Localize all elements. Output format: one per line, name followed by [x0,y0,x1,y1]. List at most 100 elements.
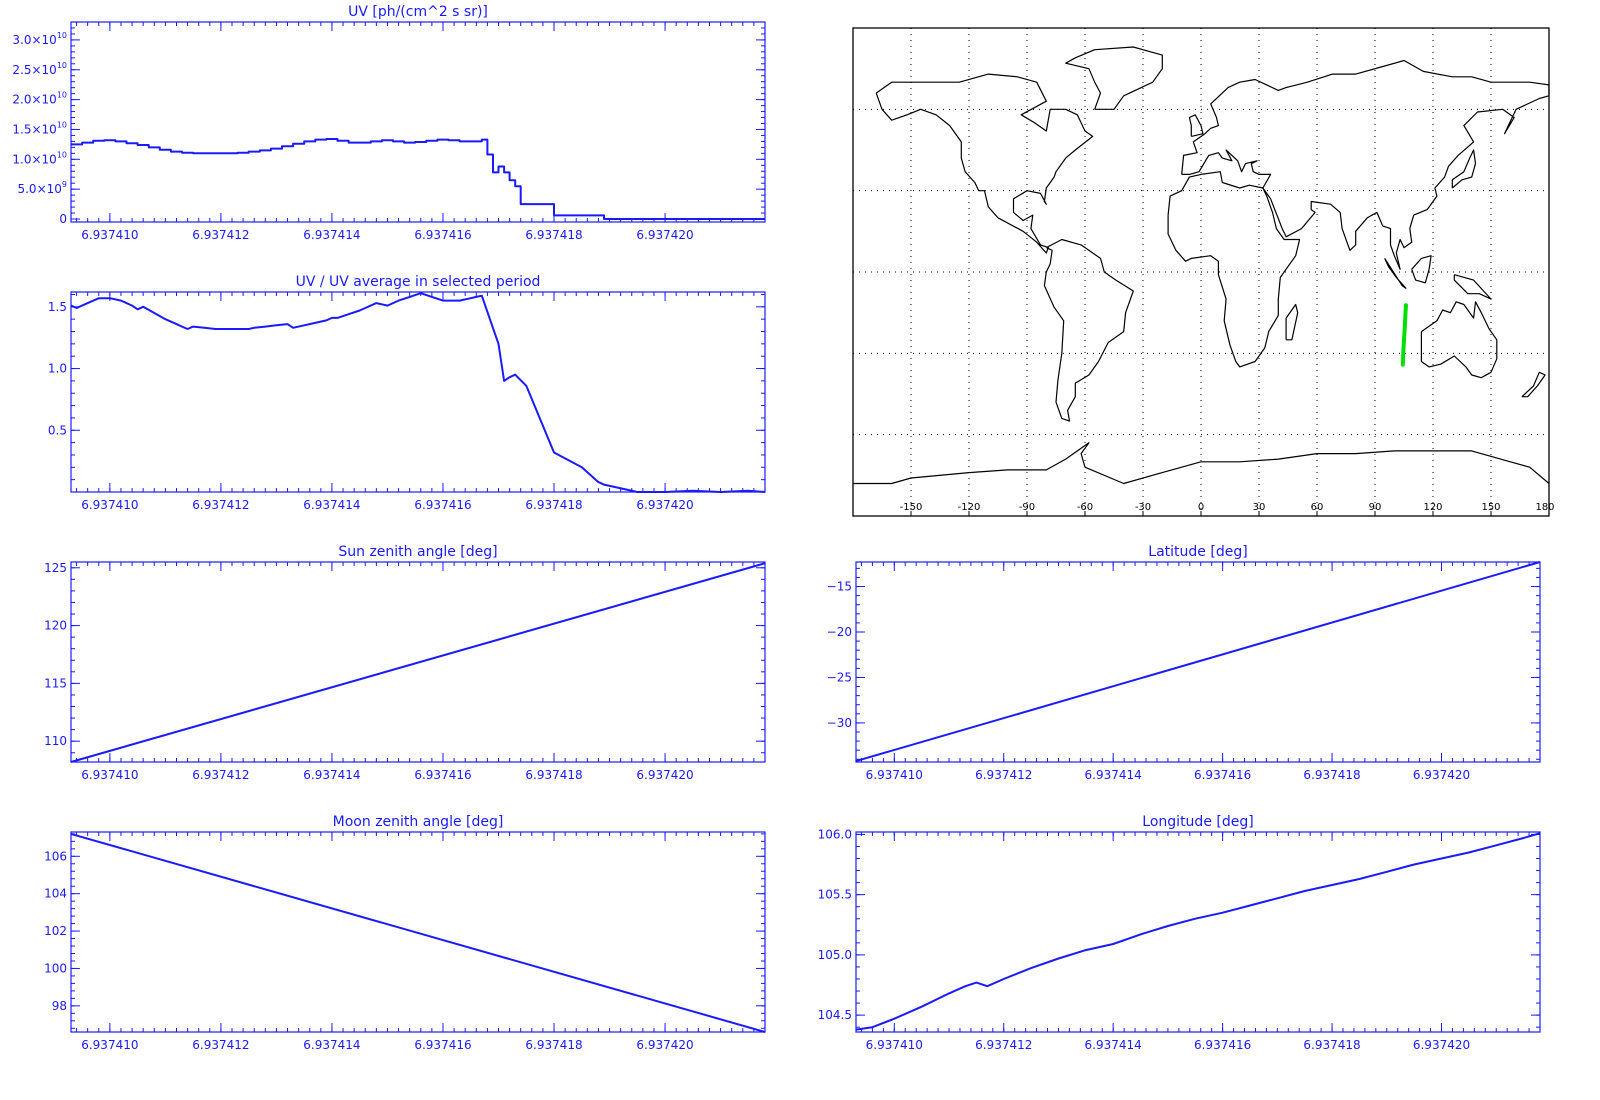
chart-title: Moon zenith angle [deg] [333,814,504,830]
y-tick-label: 106.0 [818,827,852,841]
x-tick-label: 6.937410 [81,228,138,242]
x-tick-label: 6.937412 [975,1038,1032,1052]
coastline [1043,238,1134,422]
plot-frame [70,561,766,763]
x-tick-label: 6.937412 [975,768,1032,782]
map-lon-label: 150 [1481,502,1500,513]
x-tick-label: 6.937414 [1085,768,1142,782]
ground-track [1400,303,1408,367]
map-lon-label: -120 [958,502,981,513]
x-tick-label: 6.937412 [192,768,249,782]
y-tick-label: 120 [44,619,67,633]
plot-frame [855,831,1541,1033]
y-tick-label: 98 [52,999,67,1013]
plot-frame [70,21,766,223]
coastline [1188,114,1204,137]
chart-title: Sun zenith angle [deg] [338,544,497,560]
chart-title: Longitude [deg] [1142,814,1253,830]
x-tick-label: 6.937418 [525,498,582,512]
x-tick-label: 6.937420 [636,768,693,782]
x-tick-label: 6.937420 [636,228,693,242]
map-lon-label: 180 [1535,502,1554,513]
x-tick-label: 6.937416 [414,228,471,242]
world-map: -150 -120 -90 -60 -30 0 30 60 90 120 150 180 [852,27,1555,517]
chart-uv: UV [ph/(cm^2 s sr)] 6.937410 6.937412 6.937… [12,4,766,242]
plot-frame [855,561,1541,763]
coastline [1451,149,1477,189]
x-tick-label: 6.937418 [1303,768,1360,782]
coastline [853,442,1550,485]
y-tick-label: 3.0×1010 [12,31,67,47]
y-tick-label: 104 [44,887,67,901]
y-tick-label: −20 [827,625,852,639]
y-tick-label: 2.0×1010 [12,91,67,107]
coastline [1181,59,1550,270]
chart-title: UV / UV average in selected period [296,274,541,290]
chart-longitude: Longitude [deg] 6.937410 6.937412 6.937414 6… [818,814,1541,1052]
x-tick-label: 6.937410 [81,768,138,782]
map-lon-label: -90 [1019,502,1035,513]
x-tick-label: 6.937410 [81,1038,138,1052]
series-line-longitude [855,832,1541,1031]
chart-moon_zenith: Moon zenith angle [deg] 6.937410 6.937412 6… [44,814,766,1052]
x-tick-label: 6.937418 [525,1038,582,1052]
map-lon-label: 0 [1198,502,1204,513]
y-tick-label: 110 [44,734,67,748]
y-tick-label: 106 [44,849,67,863]
coastline [1521,371,1546,398]
y-tick-label: 1.0 [48,362,67,376]
chart-title: UV [ph/(cm^2 s sr)] [348,4,488,20]
x-tick-label: 6.937420 [1413,768,1470,782]
map-lon-label: 90 [1369,502,1382,513]
y-tick-label: −15 [827,580,852,594]
y-tick-label: −25 [827,670,852,684]
map-lon-label: -30 [1135,502,1151,513]
x-tick-label: 6.937416 [414,768,471,782]
chart-title: Latitude [deg] [1148,544,1247,560]
map-lon-label: -150 [900,502,923,513]
coastline [875,73,1094,254]
x-tick-label: 6.937412 [192,228,249,242]
x-tick-label: 6.937414 [303,1038,360,1052]
x-tick-label: 6.937418 [525,768,582,782]
y-tick-label: 5.0×109 [17,180,67,196]
coastline [1420,301,1498,379]
x-tick-label: 6.937410 [866,1038,923,1052]
chart-sun_zenith: Sun zenith angle [deg] 6.937410 6.937412 6.… [44,544,766,782]
coastline [1167,171,1301,368]
coastline [1384,258,1407,289]
coastline [1411,255,1432,284]
y-tick-label: 105.5 [818,888,852,902]
x-tick-label: 6.937412 [192,1038,249,1052]
x-tick-label: 6.937420 [636,1038,693,1052]
x-tick-label: 6.937414 [303,228,360,242]
series-line-uv_ratio [70,292,766,493]
y-tick-label: 105.0 [818,948,852,962]
x-tick-label: 6.937418 [525,228,582,242]
map-lon-label: -60 [1077,502,1093,513]
y-tick-label: 104.5 [818,1008,852,1022]
x-tick-label: 6.937420 [1413,1038,1470,1052]
x-tick-label: 6.937410 [866,768,923,782]
y-tick-label: 102 [44,924,67,938]
x-tick-label: 6.937414 [303,498,360,512]
chart-uv_ratio: UV / UV average in selected period 6.9374… [48,274,766,512]
x-tick-label: 6.937418 [1303,1038,1360,1052]
x-tick-label: 6.937416 [1194,768,1251,782]
y-tick-label: 100 [44,961,67,975]
map-lon-label: 120 [1423,502,1442,513]
x-tick-label: 6.937414 [1085,1038,1142,1052]
series-line-latitude [855,561,1541,763]
y-tick-label: 125 [44,561,67,575]
plot-frame [70,291,766,493]
coastline [1453,274,1492,300]
x-tick-label: 6.937412 [192,498,249,512]
y-tick-label: 1.5 [48,300,67,314]
y-tick-label: 2.5×1010 [12,61,67,77]
x-tick-label: 6.937414 [303,768,360,782]
series-line-sun_zenith [70,562,766,763]
series-line-moon_zenith [70,832,766,1033]
coastline [1065,46,1163,110]
map-lon-label: 30 [1253,502,1266,513]
